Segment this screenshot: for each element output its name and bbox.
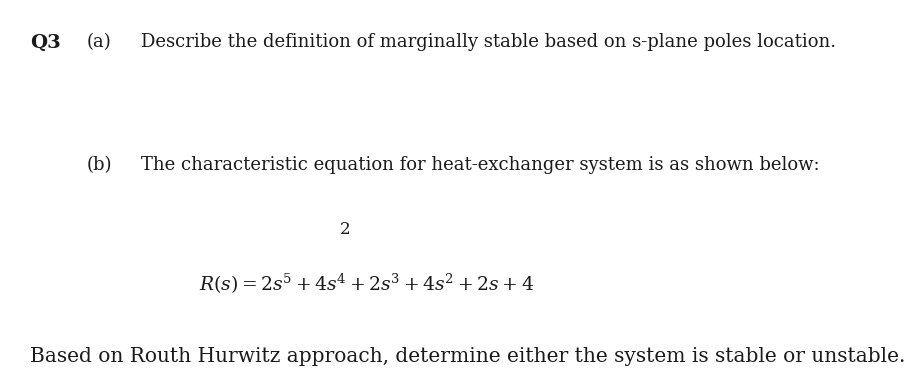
Text: (a): (a) <box>87 33 112 51</box>
Text: Q3: Q3 <box>30 33 61 51</box>
Text: $R(s) = 2s^{5} + 4s^{4} + 2s^{3} + 4s^{2} + 2s + 4$: $R(s) = 2s^{5} + 4s^{4} + 2s^{3} + 4s^{2… <box>199 272 535 296</box>
Text: 2: 2 <box>340 221 350 238</box>
Text: (b): (b) <box>87 156 112 174</box>
Text: Based on Routh Hurwitz approach, determine either the system is stable or unstab: Based on Routh Hurwitz approach, determi… <box>30 347 905 366</box>
Text: The characteristic equation for heat-exchanger system is as shown below:: The characteristic equation for heat-exc… <box>141 156 820 174</box>
Text: Describe the definition of marginally stable based on s-plane poles location.: Describe the definition of marginally st… <box>141 33 836 51</box>
